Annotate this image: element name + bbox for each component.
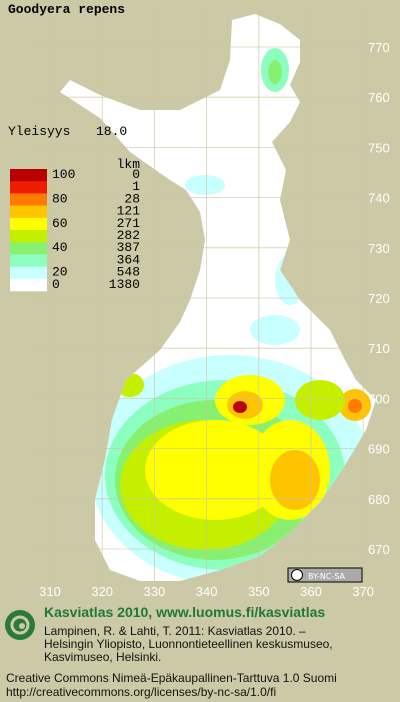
scale-label: 80 xyxy=(52,191,68,206)
grid: 770 760 750 740 730 720 710 700 690 680 670 310 320 3… xyxy=(30,10,390,599)
counts-header: lkm xyxy=(117,157,141,172)
species-title: Goodyera repens xyxy=(8,2,125,17)
scale-label: 40 xyxy=(52,240,68,255)
legend-swatch xyxy=(10,242,47,255)
northing-label: 690 xyxy=(368,442,390,457)
northing-label: 740 xyxy=(368,191,390,206)
license-line: http://creativecommons.org/licenses/by-n… xyxy=(6,685,276,699)
legend-swatch xyxy=(10,230,47,243)
count-label: 1380 xyxy=(109,277,140,292)
northing-label: 760 xyxy=(368,90,390,105)
easting-label: 310 xyxy=(39,584,61,599)
legend: lkm 012812127128238736454813801008060402… xyxy=(10,157,140,292)
scale-label: 60 xyxy=(52,216,68,231)
scale-label: 20 xyxy=(52,265,68,280)
count-label: 364 xyxy=(117,252,141,267)
citation-line: Lampinen, R. & Lahti, T. 2011: Kasviatla… xyxy=(44,624,306,638)
legend-swatch xyxy=(10,217,47,231)
scale-label: 0 xyxy=(52,277,60,292)
count-label: 548 xyxy=(117,265,140,280)
easting-label: 370 xyxy=(352,584,374,599)
logo xyxy=(5,610,35,640)
license-badge-text: BY-NC-SA xyxy=(308,572,346,581)
legend-swatch xyxy=(10,266,47,280)
map: 770 760 750 740 730 720 710 700 690 680 670 310 320 3… xyxy=(30,10,390,599)
easting-label: 340 xyxy=(196,584,218,599)
northing-label: 770 xyxy=(368,40,390,55)
license-line: Creative Commons Nimeä-Epäkaupallinen-Ta… xyxy=(6,671,337,685)
northing-label: 720 xyxy=(368,291,390,306)
easting-label: 350 xyxy=(248,584,270,599)
legend-swatch xyxy=(10,181,47,194)
northing-label: 750 xyxy=(368,140,390,155)
legend-swatch xyxy=(10,205,47,219)
citation-line: Kasvimuseo, Helsinki. xyxy=(44,650,161,664)
count-label: 282 xyxy=(117,228,140,243)
footer-heading: Kasviatlas 2010, www.luomus.fi/kasviatla… xyxy=(44,604,325,620)
legend-swatch xyxy=(10,278,47,292)
density-layer xyxy=(90,48,371,581)
frequency-label: Yleisyys xyxy=(8,124,70,139)
count-label: 0 xyxy=(132,167,140,182)
legend-swatch xyxy=(10,254,47,267)
easting-label: 320 xyxy=(91,584,113,599)
northing-label: 700 xyxy=(368,391,390,406)
northing-label: 730 xyxy=(368,241,390,256)
license-badge: BY-NC-SA xyxy=(287,567,363,583)
count-label: 28 xyxy=(124,191,140,206)
legend-swatch xyxy=(10,169,47,182)
easting-label: 330 xyxy=(144,584,166,599)
count-label: 271 xyxy=(117,216,141,231)
northing-label: 710 xyxy=(368,341,390,356)
count-label: 387 xyxy=(117,240,140,255)
scale-label: 100 xyxy=(52,167,75,182)
count-label: 121 xyxy=(117,204,141,219)
easting-label: 360 xyxy=(300,584,322,599)
northing-label: 680 xyxy=(368,492,390,507)
northing-label: 670 xyxy=(368,542,390,557)
frequency-value: 18.0 xyxy=(96,124,127,139)
count-label: 1 xyxy=(132,179,140,194)
citation-line: Helsingin Yliopisto, Luonnontieteellinen… xyxy=(44,637,333,651)
legend-swatch xyxy=(10,193,47,206)
